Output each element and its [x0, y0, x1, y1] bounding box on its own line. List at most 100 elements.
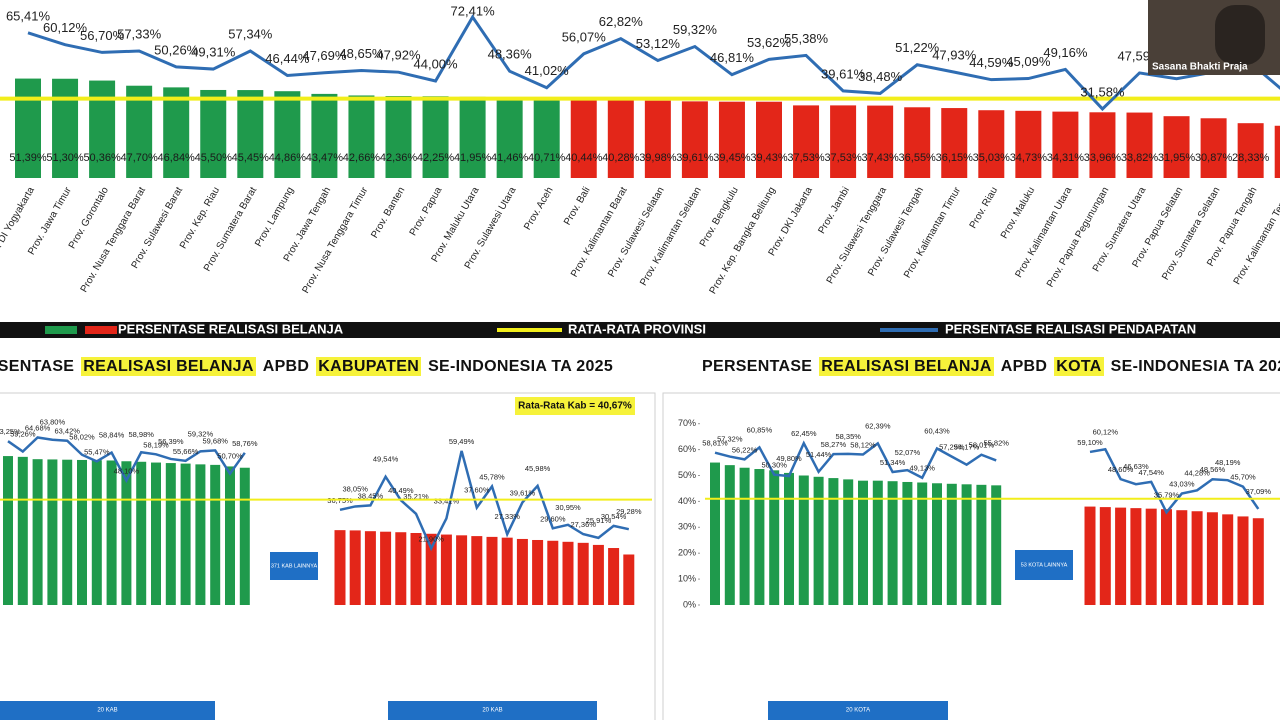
- title-part: APBD: [1000, 358, 1048, 375]
- line-value-label: 56,07%: [562, 29, 607, 44]
- bar: [592, 544, 604, 605]
- bar-value-label: 33,96%: [1084, 152, 1122, 164]
- line-value-label: 62,82%: [599, 14, 644, 29]
- bar-value-label: 28,33%: [1232, 152, 1270, 164]
- bar-value-label: 39,61%: [676, 152, 714, 164]
- line-value-label: 59,68%: [202, 436, 228, 445]
- bar: [867, 105, 894, 178]
- line-value-label: 35,21%: [403, 492, 429, 501]
- bar: [941, 108, 968, 178]
- x-tick-label: Prov. Riau: [968, 185, 1001, 230]
- line-value-label: 37,60%: [464, 486, 490, 495]
- x-tick-label: Prov. Banten: [369, 185, 407, 240]
- line-value-label: 45,70%: [1230, 473, 1256, 482]
- line-value-label: 51,34%: [880, 458, 906, 467]
- line-value-label: 29,28%: [616, 507, 642, 516]
- y-tick-label: 0%: [683, 599, 696, 609]
- bar: [52, 78, 79, 178]
- line-value-label: 31,58%: [1080, 84, 1125, 99]
- footer-box: [0, 701, 215, 720]
- line-value-label: 48,36%: [488, 47, 533, 62]
- line-value-label: 44,28%: [1184, 468, 1210, 477]
- line-value-label: 45,98%: [525, 464, 551, 473]
- bar: [165, 463, 176, 605]
- legend-label: RATA-RATA PROVINSI: [568, 321, 706, 336]
- bar: [784, 472, 794, 605]
- chart-title: PERSENTASE REALISASI BELANJA APBD KOTA SE-IN…: [700, 357, 1280, 376]
- bar: [547, 540, 559, 605]
- x-tick-label: Prov. Kalimantan Tengah: [1232, 185, 1280, 286]
- line-value-label: 52,07%: [895, 448, 921, 457]
- line-value-label: 27,36%: [570, 520, 596, 529]
- bar: [1237, 123, 1264, 178]
- line-value-label: 30,95%: [555, 503, 581, 512]
- line-value-label: 63,25%: [0, 427, 21, 436]
- line-value-label: 59,32%: [673, 22, 718, 37]
- bar: [62, 459, 73, 605]
- legend-label: PERSENTASE REALISASI BELANJA: [118, 321, 344, 336]
- legend-label: PERSENTASE REALISASI PENDAPATAN: [945, 321, 1196, 336]
- line-value-label: 58,76%: [232, 439, 258, 448]
- bar: [32, 459, 43, 605]
- bar: [385, 96, 412, 178]
- bar: [961, 484, 972, 605]
- line-value-label: 60,12%: [43, 20, 88, 35]
- bar: [754, 469, 765, 605]
- x-tick-label: Prov. Gorontalo: [67, 185, 111, 251]
- x-tick-label: Prov. Papua: [408, 185, 445, 238]
- bar: [200, 89, 227, 178]
- bar: [410, 532, 422, 605]
- line-value-label: 41,02%: [525, 63, 570, 78]
- bar: [77, 459, 87, 605]
- x-tick-label: Prov. Maluku: [999, 185, 1037, 240]
- title-part: PERSENTASE: [0, 358, 75, 375]
- bar-value-label: 30,87%: [1195, 152, 1233, 164]
- line-value-label: 55,38%: [784, 31, 829, 46]
- line-value-label: 54,17%: [954, 443, 980, 452]
- title-part: KOTA: [1054, 357, 1104, 376]
- x-tick-label: Prov. Bali: [562, 185, 593, 227]
- others-box: [270, 552, 318, 580]
- bar: [872, 480, 883, 605]
- bar: [91, 460, 102, 605]
- others-label: 371 KAB LAINNYA: [271, 563, 318, 569]
- bar: [151, 462, 161, 605]
- line-value-label: 56,22%: [732, 445, 758, 454]
- bar: [904, 107, 931, 178]
- bar: [1206, 512, 1218, 605]
- bar: [858, 480, 868, 605]
- bar-value-label: 39,98%: [639, 152, 677, 164]
- bar-value-label: 44,86%: [269, 152, 307, 164]
- line-value-label: 49,16%: [1043, 45, 1088, 60]
- bar-value-label: 36,55%: [899, 152, 937, 164]
- bar-value-label: 37,53%: [824, 152, 862, 164]
- line-value-label: 57,32%: [717, 435, 743, 444]
- bar: [1163, 116, 1190, 178]
- bar: [532, 539, 544, 605]
- line-value-label: 50,70%: [217, 452, 243, 461]
- bar: [380, 531, 392, 605]
- line-value-label: 45,78%: [479, 472, 505, 481]
- line-value-label: 43,03%: [1169, 480, 1195, 489]
- bar: [1015, 110, 1042, 178]
- bar-value-label: 35,03%: [973, 152, 1011, 164]
- bar-value-label: 51,30%: [46, 152, 84, 164]
- bar: [459, 96, 486, 178]
- line-value-label: 60,12%: [1093, 427, 1119, 436]
- bar-value-label: 40,44%: [565, 152, 603, 164]
- title-part: PERSENTASE: [702, 358, 813, 375]
- bar: [798, 475, 809, 605]
- bar: [830, 105, 857, 178]
- bar: [902, 481, 913, 605]
- bar: [121, 461, 132, 605]
- bar: [471, 536, 483, 605]
- line-value-label: 33,41%: [434, 496, 460, 505]
- bar: [623, 554, 635, 605]
- bar-value-label: 45,45%: [232, 152, 270, 164]
- line-value-label: 48,60%: [1108, 465, 1134, 474]
- bar-value-label: 42,66%: [343, 152, 381, 164]
- line-value-label: 48,65%: [339, 46, 384, 61]
- line-value-label: 21,90%: [418, 534, 444, 543]
- bar: [311, 93, 338, 178]
- y-tick-label: 60%: [678, 444, 696, 454]
